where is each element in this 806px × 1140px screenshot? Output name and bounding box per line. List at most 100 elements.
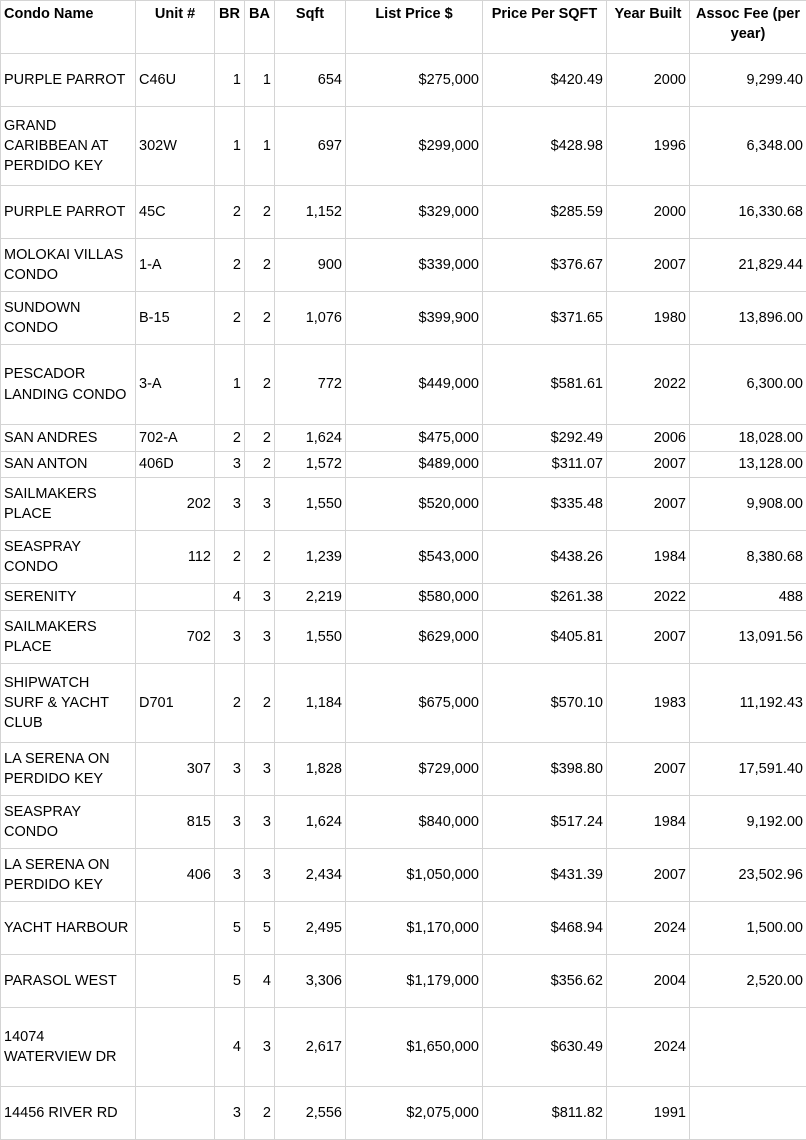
table-cell (135, 1007, 215, 1087)
table-cell: $468.94 (482, 901, 607, 955)
table-cell: 1991 (606, 1086, 690, 1140)
table-cell: $729,000 (345, 742, 483, 796)
column-header: BR (214, 0, 245, 54)
table-cell: SEASPRAY CONDO (0, 795, 136, 849)
table-cell: 3 (244, 848, 275, 902)
table-cell: 2007 (606, 238, 690, 292)
table-cell: 307 (135, 742, 215, 796)
table-cell: $449,000 (345, 344, 483, 425)
table-cell: 3,306 (274, 954, 346, 1008)
table-cell: 3 (244, 477, 275, 531)
table-cell: 654 (274, 53, 346, 107)
table-cell: 2 (214, 663, 245, 743)
table-row: SAILMAKERS PLACE 702 3 3 1,550 $629,000 $405.8… (0, 610, 806, 664)
table-cell: $399,900 (345, 291, 483, 345)
table-cell: 4 (214, 583, 245, 611)
table-cell: $570.10 (482, 663, 607, 743)
table-cell: YACHT HARBOUR (0, 901, 136, 955)
table-cell: 9,299.40 (689, 53, 806, 107)
table-cell: $398.80 (482, 742, 607, 796)
table-cell: 3 (244, 610, 275, 664)
table-row: SUNDOWN CONDO B-15 2 2 1,076 $399,900 $371.65 1… (0, 291, 806, 345)
table-cell: 2007 (606, 451, 690, 478)
table-cell: 3 (214, 451, 245, 478)
table-row: SHIPWATCH SURF & YACHT CLUB D701 2 2 1,184 $6… (0, 663, 806, 743)
table-row: LA SERENA ON PERDIDO KEY 406 3 3 2,434 $1,050… (0, 848, 806, 902)
table-row: PURPLE PARROT 45C 2 2 1,152 $329,000 $285.59 20… (0, 185, 806, 239)
table-cell: 4 (244, 954, 275, 1008)
table-cell: 2024 (606, 1007, 690, 1087)
table-cell: $475,000 (345, 424, 483, 452)
table-cell: 9,908.00 (689, 477, 806, 531)
table-cell: 13,128.00 (689, 451, 806, 478)
table-cell (135, 583, 215, 611)
table-cell: GRAND CARIBBEAN AT PERDIDO KEY (0, 106, 136, 186)
table-cell: 2,556 (274, 1086, 346, 1140)
table-cell: 6,300.00 (689, 344, 806, 425)
table-row: SAILMAKERS PLACE 202 3 3 1,550 $520,000 $335.4… (0, 477, 806, 531)
table-cell: $371.65 (482, 291, 607, 345)
table-cell: 9,192.00 (689, 795, 806, 849)
table-cell: 1,076 (274, 291, 346, 345)
table-cell: $329,000 (345, 185, 483, 239)
table-cell (135, 954, 215, 1008)
table-cell: 5 (244, 901, 275, 955)
table-cell: 406 (135, 848, 215, 902)
table-cell: $428.98 (482, 106, 607, 186)
table-cell: 2 (244, 1086, 275, 1140)
table-cell: 1 (214, 106, 245, 186)
table-row: SAN ANTON 406D 3 2 1,572 $489,000 $311.07 2007 1… (0, 451, 806, 478)
table-cell: 1-A (135, 238, 215, 292)
table-cell: 1984 (606, 795, 690, 849)
table-cell: 2000 (606, 53, 690, 107)
table-cell: 3 (214, 848, 245, 902)
table-cell: 1 (214, 344, 245, 425)
table-cell: $335.48 (482, 477, 607, 531)
column-header: Sqft (274, 0, 346, 54)
table-cell: $543,000 (345, 530, 483, 584)
table-cell: PARASOL WEST (0, 954, 136, 1008)
table-cell: 2,617 (274, 1007, 346, 1087)
table-cell: 2,434 (274, 848, 346, 902)
table-cell: LA SERENA ON PERDIDO KEY (0, 742, 136, 796)
table-cell (689, 1086, 806, 1140)
table-cell: $405.81 (482, 610, 607, 664)
table-cell: 112 (135, 530, 215, 584)
table-cell: $489,000 (345, 451, 483, 478)
table-body: PURPLE PARROT C46U 1 1 654 $275,000 $420.49 200… (0, 53, 806, 1140)
table-cell: 1,572 (274, 451, 346, 478)
table-row: MOLOKAI VILLAS CONDO 1-A 2 2 900 $339,000 $376… (0, 238, 806, 292)
table-cell: $299,000 (345, 106, 483, 186)
table-cell: PURPLE PARROT (0, 185, 136, 239)
table-cell: 1,828 (274, 742, 346, 796)
header-row: Condo Name Unit # BR BA Sqft List Price $ Pric… (0, 0, 806, 54)
table-cell: $580,000 (345, 583, 483, 611)
table-cell: MOLOKAI VILLAS CONDO (0, 238, 136, 292)
table-cell: 1,500.00 (689, 901, 806, 955)
table-cell: PURPLE PARROT (0, 53, 136, 107)
table-cell: 2000 (606, 185, 690, 239)
table-cell: $581.61 (482, 344, 607, 425)
table-cell: 5 (214, 901, 245, 955)
table-cell: $285.59 (482, 185, 607, 239)
table-cell: 3 (244, 583, 275, 611)
table-cell: 1,239 (274, 530, 346, 584)
table-cell: $675,000 (345, 663, 483, 743)
table-cell: 5 (214, 954, 245, 1008)
table-cell: 2007 (606, 610, 690, 664)
table-cell: 3 (214, 477, 245, 531)
table-cell: 2022 (606, 583, 690, 611)
table-cell: D701 (135, 663, 215, 743)
table-cell: 202 (135, 477, 215, 531)
table-cell: 3 (214, 742, 245, 796)
table-cell: 3 (214, 1086, 245, 1140)
table-row: SERENITY 4 3 2,219 $580,000 $261.38 2022 488 (0, 583, 806, 611)
table-cell: 1,152 (274, 185, 346, 239)
table-cell: SERENITY (0, 583, 136, 611)
table-cell: $339,000 (345, 238, 483, 292)
table-cell: SAN ANDRES (0, 424, 136, 452)
table-cell: 3 (244, 795, 275, 849)
table-cell: 1984 (606, 530, 690, 584)
table-cell (689, 1007, 806, 1087)
